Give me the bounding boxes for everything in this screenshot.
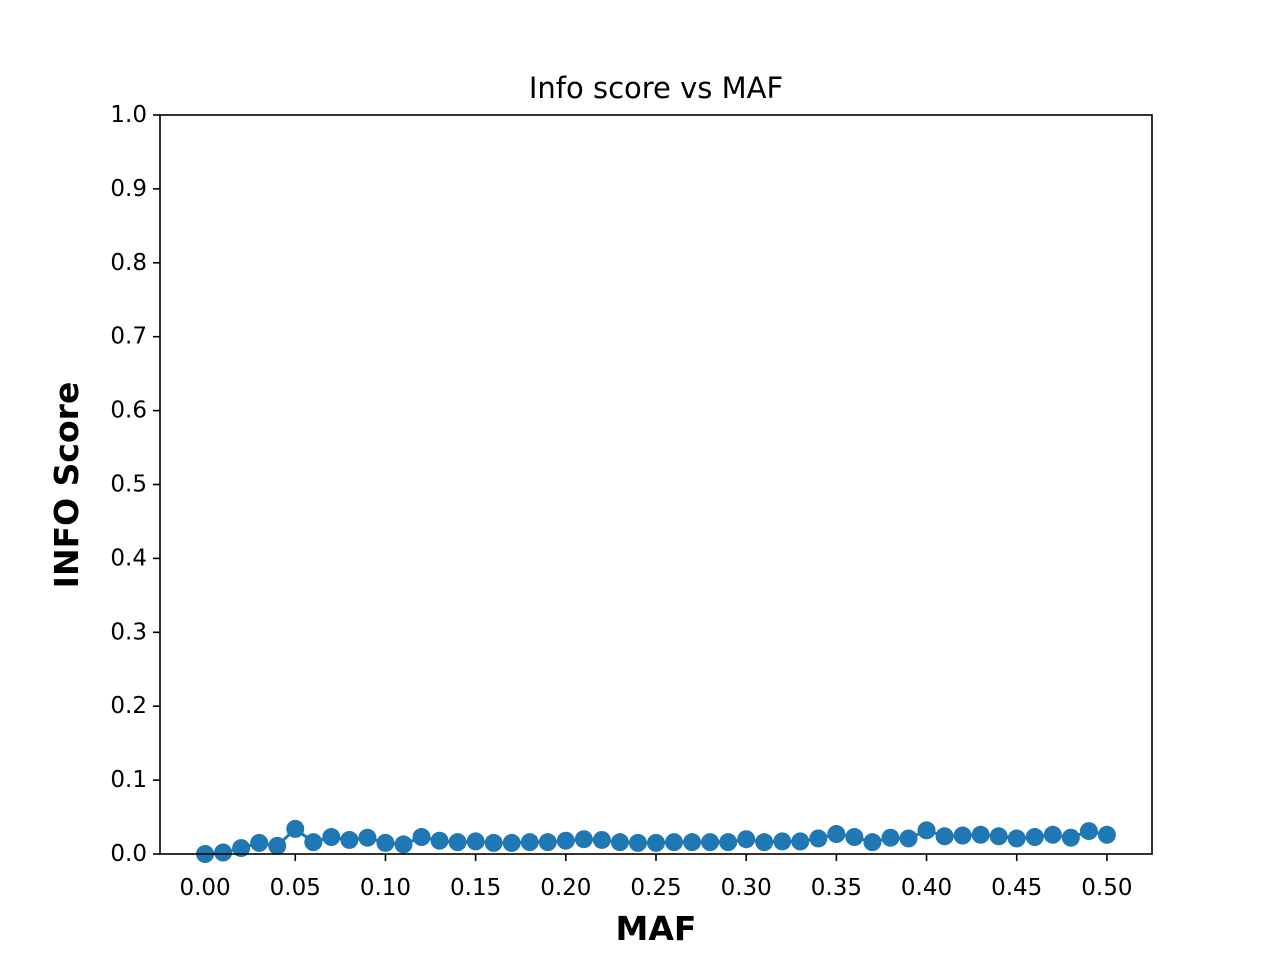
y-tick-label: 1.0 [110,102,147,128]
data-point [665,833,684,852]
data-point [556,831,575,850]
x-axis: 0.00 0.05 0.10 0.15 0.20 0.25 0.30 0.35 0.40 0.45… [179,854,1133,901]
data-point [484,833,503,852]
data-point [592,830,611,849]
data-point [286,819,305,838]
data-point [917,821,936,840]
data-point [430,831,449,850]
data-point [863,833,882,852]
data-points [196,819,1116,863]
y-tick-label: 0.1 [110,767,147,793]
data-point [953,826,972,845]
y-tick-label: 0.6 [110,398,147,424]
data-point [628,833,647,852]
y-tick-label: 0.7 [110,324,147,350]
data-point [340,830,359,849]
y-axis-label: INFO Score [47,382,86,589]
data-point [574,830,593,849]
data-point [448,833,467,852]
y-tick-label: 0.2 [110,693,147,719]
data-point [1043,825,1062,844]
data-point [647,833,665,852]
data-point [845,828,864,847]
x-axis-label: MAF [616,909,697,948]
data-point [520,833,539,852]
data-point [376,833,395,852]
data-point [502,833,521,852]
data-point [683,833,702,852]
data-point [1079,822,1098,841]
data-point [412,828,431,847]
data-point [899,829,918,848]
y-tick-label: 0.8 [110,250,147,276]
data-point [791,832,810,851]
x-tick-label: 0.40 [901,875,952,901]
x-tick-label: 0.35 [811,875,862,901]
data-point [304,833,323,852]
x-tick-label: 0.10 [360,875,411,901]
data-point [268,836,287,855]
data-point [232,839,251,858]
y-tick-label: 0.9 [110,176,147,202]
data-point [1007,829,1026,848]
x-tick-label: 0.30 [721,875,772,901]
data-point [935,827,954,846]
data-point [1025,828,1044,847]
data-point [737,830,756,849]
data-point [773,832,792,851]
x-tick-label: 0.45 [991,875,1042,901]
x-tick-label: 0.00 [179,875,230,901]
data-point [809,829,828,848]
data-point [719,833,738,852]
y-axis: 0.0 0.1 0.2 0.3 0.4 0.5 0.6 0.7 0.8 0.9 1.0 [110,102,160,867]
data-point [214,843,233,862]
data-point [1061,828,1080,847]
x-tick-label: 0.20 [540,875,591,901]
data-point [971,825,990,844]
data-point [1097,825,1116,844]
x-tick-label: 0.50 [1081,875,1132,901]
data-point [610,833,629,852]
x-tick-label: 0.05 [270,875,321,901]
y-tick-label: 0.0 [110,841,147,867]
data-point [701,833,720,852]
chart-title: Info score vs MAF [529,71,783,105]
plot-frame [159,114,1153,855]
data-point [466,832,485,851]
data-point [250,833,269,852]
data-point [989,827,1008,846]
y-tick-label: 0.4 [110,545,147,571]
data-point [538,833,557,852]
data-point [322,828,341,847]
data-point [755,833,774,852]
y-tick-label: 0.3 [110,619,147,645]
data-point [881,828,900,847]
data-point [827,825,846,844]
y-tick-label: 0.5 [110,472,147,498]
data-point [358,828,377,847]
x-tick-label: 0.15 [450,875,501,901]
x-tick-label: 0.25 [630,875,681,901]
data-point [394,835,413,854]
